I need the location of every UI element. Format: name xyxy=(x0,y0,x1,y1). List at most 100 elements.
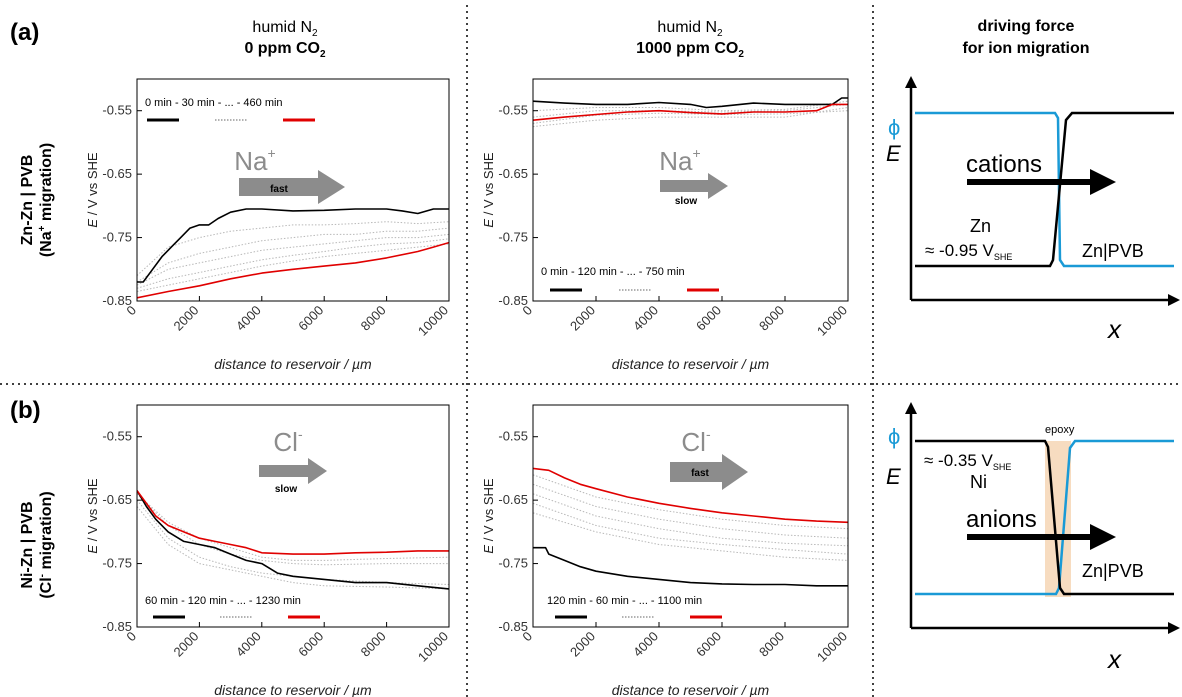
y-axis-label: E / V vs SHE xyxy=(481,478,496,553)
epoxy-label: epoxy xyxy=(1045,424,1075,436)
y-tick-label: -0.65 xyxy=(102,492,132,507)
ion-arrow-p1: Na+ fast xyxy=(234,145,345,204)
schematic-anions: epoxy ϕ E x ≈ -0.35 VSHE Ni anions Zn|PV… xyxy=(886,402,1180,674)
x-tick-label: 8000 xyxy=(756,629,787,660)
series-group xyxy=(533,467,848,587)
y-tick-label: -0.75 xyxy=(498,230,528,245)
series-line-intermediate xyxy=(533,483,848,539)
series-group xyxy=(137,208,449,299)
y-tick-label: -0.65 xyxy=(102,166,132,181)
x-label-top: x xyxy=(1106,314,1122,344)
series-line-intermediate xyxy=(137,238,449,289)
series-line-intermediate xyxy=(533,493,848,547)
x-tick-label: 4000 xyxy=(233,629,264,660)
x-tick-label: 4000 xyxy=(630,303,661,334)
svg-text:Na+: Na+ xyxy=(659,145,700,176)
svg-text:1000 ppm CO2: 1000 ppm CO2 xyxy=(636,40,744,60)
x-tick-label: 8000 xyxy=(358,629,389,660)
ion-arrow-p4: Cl- fast xyxy=(670,426,748,490)
svg-text:(Na+ migration): (Na+ migration) xyxy=(37,143,55,257)
y-axis-label: E / V vs SHE xyxy=(85,478,100,553)
column-header-2: humid N2 1000 ppm CO2 xyxy=(636,19,744,60)
chart-panel-b-1000ppm: -0.55-0.65-0.75-0.850 2000 4000 6000 8000 100… xyxy=(481,404,850,697)
x-tick-label: 6000 xyxy=(693,629,724,660)
energy-label-bottom: E xyxy=(886,464,901,489)
column-header-1: humid N2 0 ppm CO2 xyxy=(244,19,326,60)
y-tick-label: -0.85 xyxy=(102,619,132,634)
y-tick-label: -0.55 xyxy=(102,103,132,118)
metal-label-top: Zn xyxy=(970,216,991,236)
x-tick-label: 2000 xyxy=(567,629,598,660)
series-line-last xyxy=(533,467,848,524)
y-tick-label: -0.75 xyxy=(498,556,528,571)
series-line-intermediate xyxy=(137,493,449,566)
plot-frame xyxy=(532,78,849,302)
series-line-first xyxy=(137,208,449,283)
svg-text:humid N2: humid N2 xyxy=(252,19,318,39)
series-line-last xyxy=(137,490,449,555)
svg-text:Cl-: Cl- xyxy=(273,426,303,457)
y-tick-label: -0.55 xyxy=(498,103,528,118)
energy-label-top: E xyxy=(886,141,901,166)
x-tick-label: 6000 xyxy=(693,303,724,334)
ion-arrow-p2: Na+ slow xyxy=(659,145,728,207)
series-line-intermediate xyxy=(137,499,449,585)
svg-text:(Cl- migration): (Cl- migration) xyxy=(37,491,55,598)
panel-label-a: (a) xyxy=(10,19,39,46)
row-label-a: Zn-Zn | PVB (Na+ migration) xyxy=(19,143,55,257)
svg-text:Ni-Zn | PVB: Ni-Zn | PVB xyxy=(19,501,36,588)
x-tick-label: 4000 xyxy=(630,629,661,660)
y-axis-label: E / V vs SHE xyxy=(85,152,100,227)
ion-label-bottom: anions xyxy=(966,506,1037,533)
svg-text:Zn-Zn | PVB: Zn-Zn | PVB xyxy=(19,155,36,246)
svg-text:for ion migration: for ion migration xyxy=(962,40,1089,57)
x-tick-label: 10000 xyxy=(814,629,850,665)
x-axis-label: distance to reservoir / µm xyxy=(612,682,770,697)
series-line-intermediate xyxy=(137,221,449,276)
series-line-intermediate xyxy=(137,227,449,283)
series-line-intermediate xyxy=(533,474,848,530)
x-tick-label: 2000 xyxy=(170,303,201,334)
phi-label-bottom: ϕ xyxy=(888,424,900,449)
svg-text:fast: fast xyxy=(691,468,709,479)
schematic-cations: ϕ E x cations Zn ≈ -0.95 VSHE Zn|PVB xyxy=(886,76,1180,344)
y-tick-label: -0.75 xyxy=(102,230,132,245)
series-line-intermediate xyxy=(137,506,449,590)
x-label-bottom: x xyxy=(1106,644,1122,674)
legend-p2: 0 min - 120 min - ... - 750 min xyxy=(541,266,719,292)
x-tick-label: 8000 xyxy=(756,303,787,334)
y-tick-label: -0.85 xyxy=(498,619,528,634)
x-tick-label: 10000 xyxy=(814,303,850,339)
series-line-first xyxy=(533,546,848,587)
svg-text:humid N2: humid N2 xyxy=(657,19,723,39)
legend-p4: 120 min - 60 min - ... - 1100 min xyxy=(547,595,722,619)
svg-text:slow: slow xyxy=(675,196,697,207)
svg-text:0 min - 30 min - ... - 460 min: 0 min - 30 min - ... - 460 min xyxy=(145,97,283,109)
x-tick-label: 6000 xyxy=(295,303,326,334)
y-tick-label: -0.55 xyxy=(498,429,528,444)
svg-text:slow: slow xyxy=(275,484,297,495)
y-tick-label: -0.75 xyxy=(102,556,132,571)
column-header-3: driving force for ion migration xyxy=(962,18,1089,57)
x-tick-label: 10000 xyxy=(415,629,451,665)
x-tick-label: 4000 xyxy=(233,303,264,334)
potential-label-bottom: ≈ -0.35 VSHE xyxy=(924,451,1011,472)
plot-frame xyxy=(532,404,849,628)
y-axis-label: E / V vs SHE xyxy=(481,152,496,227)
series-line-intermediate xyxy=(137,243,449,292)
x-tick-label: 2000 xyxy=(170,629,201,660)
x-tick-label: 10000 xyxy=(415,303,451,339)
series-line-intermediate xyxy=(137,493,449,561)
series-line-intermediate xyxy=(533,502,848,555)
x-axis-label: distance to reservoir / µm xyxy=(214,682,372,697)
legend-p1: 0 min - 30 min - ... - 460 min xyxy=(145,97,315,122)
chart-panel-a-0ppm: -0.55-0.65-0.75-0.850 2000 4000 6000 8000 100… xyxy=(85,78,451,372)
plot-frame xyxy=(136,78,450,302)
metal-label-bottom: Ni xyxy=(970,472,987,492)
svg-text:Cl-: Cl- xyxy=(681,426,711,457)
svg-text:Na+: Na+ xyxy=(234,145,275,176)
x-axis-label: distance to reservoir / µm xyxy=(214,356,372,372)
y-tick-label: -0.55 xyxy=(102,429,132,444)
row-label-b: Ni-Zn | PVB (Cl- migration) xyxy=(19,491,55,598)
